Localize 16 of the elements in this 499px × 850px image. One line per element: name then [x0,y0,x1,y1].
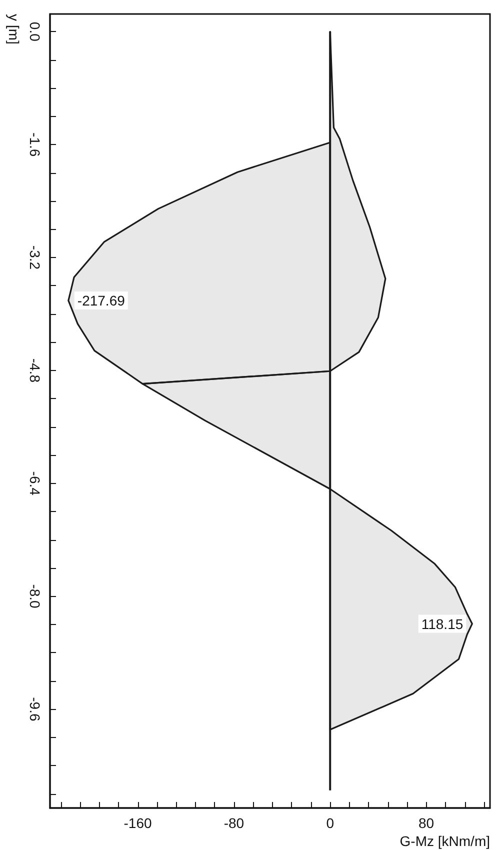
y-tick-label: -3.2 [27,245,43,270]
x-axis-title: G-Mz [kNm/m] [400,833,490,849]
line-series [329,30,332,792]
y-tick-label: -6.4 [27,471,43,496]
x-tick-label: 80 [418,815,434,831]
y-tick-label: -1.6 [27,132,43,157]
x-tick-label: -160 [124,815,152,831]
y-axis-title: y [m] [6,14,22,44]
y-tick-label: -4.8 [27,358,43,383]
y-tick-label: 0.0 [27,22,43,42]
y-tick-label: -8.0 [27,584,43,609]
annotation: 118.15 [421,616,464,632]
x-tick-label: -80 [224,815,244,831]
annotation: -217.69 [77,292,126,309]
x-tick-label: 0 [326,815,334,831]
y-tick-label: -9.6 [27,697,43,722]
